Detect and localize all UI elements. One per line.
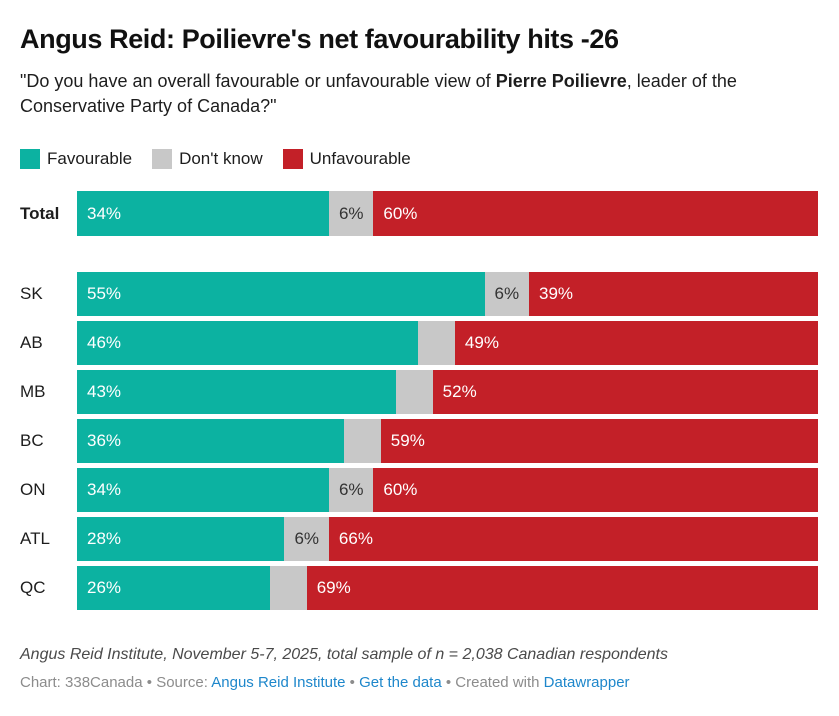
bar-row: SK 55% 6% 39% [20,272,818,317]
bar-segment-favourable[interactable]: 28% [77,517,285,562]
bar-row: QC 26% 69% [20,566,818,611]
bar-segment-don-t-know[interactable]: 6% [484,272,529,317]
bar-track: 43% 52% [77,370,818,415]
row-label: BC [20,431,44,451]
subtitle-text-suffix: , leader of the Conservative Party of Ca… [20,71,737,117]
legend-item: Unfavourable [282,149,411,170]
bar-track: 34% 6% 60% [77,191,818,237]
value-label: 34% [87,480,122,500]
bar-row: ON 34% 6% 60% [20,468,818,513]
legend-label: Favourable [47,149,133,169]
byline: Chart: 338Canada • Source: Angus Reid In… [20,674,818,691]
bar-row: BC 36% 59% [20,419,818,464]
value-label: 59% [390,431,425,451]
bar-row: AB 46% 49% [20,321,818,366]
value-label: 6% [338,480,364,500]
bar-segment-don-t-know[interactable]: 6% [328,468,374,513]
bar-track: 28% 6% 66% [77,517,818,562]
bar-track: 55% 6% 39% [77,272,818,317]
row-label: ON [20,480,46,500]
byline-separator: • [349,674,355,692]
row-label: SK [20,284,43,304]
bar-segment-favourable[interactable]: 36% [77,419,344,464]
bar-segment-unfavourable[interactable]: 52% [432,370,818,415]
row-label: ATL [20,529,50,549]
bar-segment-unfavourable[interactable]: 59% [380,419,818,464]
bar-segment-unfavourable[interactable]: 39% [529,272,818,317]
value-label: 60% [383,203,418,223]
byline-separator: • [146,674,153,692]
chart-subtitle: "Do you have an overall favourable or un… [20,69,818,119]
legend-label: Unfavourable [309,149,411,169]
bar-segment-don-t-know[interactable]: 6% [284,517,329,562]
bar-segment-don-t-know[interactable] [343,419,381,464]
bar-segment-don-t-know[interactable] [269,566,307,611]
value-label: 6% [294,529,320,549]
subtitle-text-prefix: "Do you have an overall favourable or un… [20,71,496,92]
value-label: 52% [442,382,477,402]
get-the-data-link[interactable]: Get the data [359,674,442,692]
legend-item: Favourable [20,149,133,170]
bar-segment-favourable[interactable]: 55% [77,272,485,317]
bar-segment-don-t-know[interactable] [417,321,455,366]
value-label: 34% [87,203,122,223]
value-label: 28% [87,529,122,549]
bar-segment-unfavourable[interactable]: 69% [306,566,818,611]
bar-row: ATL 28% 6% 66% [20,517,818,562]
source-link[interactable]: Angus Reid Institute [211,674,346,692]
value-label: 6% [494,284,520,304]
value-label: 60% [383,480,418,500]
value-label: 36% [87,431,122,451]
legend-item: Don't know [152,149,263,170]
bar-segment-unfavourable[interactable]: 60% [373,468,818,513]
chart-title: Angus Reid: Poilievre's net favourabilit… [20,24,619,54]
bar-segment-favourable[interactable]: 34% [77,191,329,237]
value-label: 66% [338,529,373,549]
bar-segment-unfavourable[interactable]: 49% [454,321,818,366]
source-label: Source: [156,674,208,692]
bar-track: 34% 6% 60% [77,468,818,513]
bar-row: MB 43% 52% [20,370,818,415]
bar-track: 46% 49% [77,321,818,366]
bar-segment-unfavourable[interactable]: 60% [373,191,818,237]
row-label: AB [20,333,43,353]
value-label: 49% [464,333,499,353]
bar-segment-don-t-know[interactable] [395,370,433,415]
datawrapper-link[interactable]: Datawrapper [543,674,630,692]
bar-track: 36% 59% [77,419,818,464]
bar-segment-favourable[interactable]: 43% [77,370,396,415]
row-label: MB [20,382,46,402]
subtitle-bold-name: Pierre Poilievre [495,71,627,92]
legend-label: Don't know [179,149,263,169]
bar-segment-favourable[interactable]: 46% [77,321,418,366]
value-label: 55% [87,284,122,304]
footnote: Angus Reid Institute, November 5-7, 2025… [20,646,668,664]
legend: Favourable Don't know Unfavourable [20,149,818,170]
legend-swatch-icon [20,149,40,170]
chart-credit: Chart: 338Canada [20,674,143,692]
bar-row: Total 34% 6% 60% [20,191,818,237]
created-with-label: Created with [455,674,540,692]
bar-segment-favourable[interactable]: 34% [77,468,329,513]
legend-swatch-icon [282,149,303,170]
legend-swatch-icon [152,149,173,170]
row-label: Total [20,203,60,223]
bar-segment-don-t-know[interactable]: 6% [328,191,374,237]
row-label: QC [20,578,46,598]
bar-segment-unfavourable[interactable]: 66% [328,517,818,562]
value-label: 46% [87,333,122,353]
value-label: 43% [87,382,122,402]
value-label: 6% [338,203,364,223]
value-label: 69% [316,578,351,598]
byline-separator: • [445,674,452,692]
stacked-bar-chart: Total 34% 6% 60% SK 55% 6% 39% AB 46% 49% MB 43% 52% B… [20,191,818,611]
value-label: 26% [87,578,122,598]
bar-track: 26% 69% [77,566,818,611]
bar-segment-favourable[interactable]: 26% [77,566,270,611]
value-label: 39% [539,284,574,304]
